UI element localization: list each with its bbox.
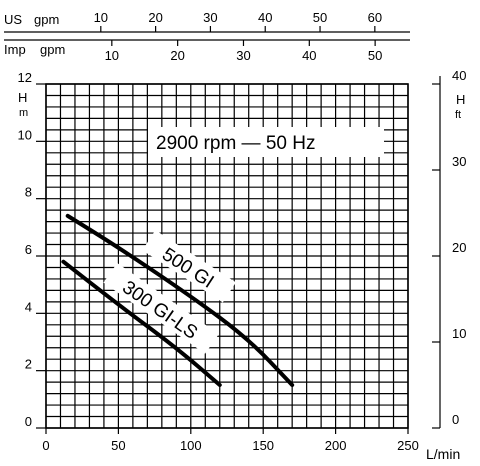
speed-label: 2900 rpm — 50 Hz [156, 133, 315, 154]
imp-tick-label: 10 [105, 48, 119, 63]
imp-gpm-label: gpm [40, 42, 65, 57]
y-left-tick-label: 4 [25, 299, 32, 314]
left-unit-m: m [19, 107, 28, 119]
x-tick-label: 150 [252, 438, 274, 453]
x-tick-label: 50 [111, 438, 125, 453]
imp-tick-label: 40 [302, 48, 316, 63]
series-line-300-gi-ls [61, 259, 222, 387]
y-right-tick-label: 20 [452, 240, 466, 255]
y-left-tick-label: 8 [25, 185, 32, 200]
right-unit-ft: ft [455, 109, 461, 121]
imp-label: Imp [4, 42, 26, 57]
x-tick-label: 0 [42, 438, 49, 453]
y-left-tick-label: 0 [25, 414, 32, 429]
x-unit-label: L/min [426, 446, 460, 462]
y-right-tick-label: 0 [452, 412, 459, 427]
us-tick-label: 10 [94, 10, 108, 25]
series-label-background [103, 262, 219, 354]
us-tick-label: 20 [148, 10, 162, 25]
imp-tick-label: 50 [368, 48, 382, 63]
series-label-background [142, 230, 236, 303]
x-tick-label: 100 [180, 438, 202, 453]
us-tick-label: 60 [368, 10, 382, 25]
us-gpm-axis: US gpm [4, 12, 59, 27]
series-line-500-gi [65, 213, 295, 387]
y-right-tick-label: 40 [452, 68, 466, 83]
y-right-tick-label: 10 [452, 326, 466, 341]
x-tick-label: 250 [397, 438, 419, 453]
y-right-tick-label: 30 [452, 154, 466, 169]
us-gpm-label: gpm [34, 12, 59, 27]
imp-tick-label: 30 [236, 48, 250, 63]
imp-tick-label: 20 [170, 48, 184, 63]
right-unit-h: H [456, 92, 465, 107]
y-left-tick-label: 6 [25, 242, 32, 257]
speed-label-background [148, 127, 384, 157]
y-left-tick-label: 10 [18, 127, 32, 142]
left-unit-h: H [18, 90, 27, 105]
x-tick-label: 200 [325, 438, 347, 453]
us-tick-label: 40 [258, 10, 272, 25]
us-label: US [4, 12, 22, 27]
y-left-tick-label: 12 [18, 70, 32, 85]
us-tick-label: 50 [313, 10, 327, 25]
us-tick-label: 30 [203, 10, 217, 25]
tick-labels: 0 50 100 150 200 250 0 2 4 6 8 10 12 0 10 20 30 40 10 20 30 4… [4, 10, 466, 453]
imp-gpm-axis: Imp gpm [4, 42, 65, 57]
y-left-tick-label: 2 [25, 357, 32, 372]
